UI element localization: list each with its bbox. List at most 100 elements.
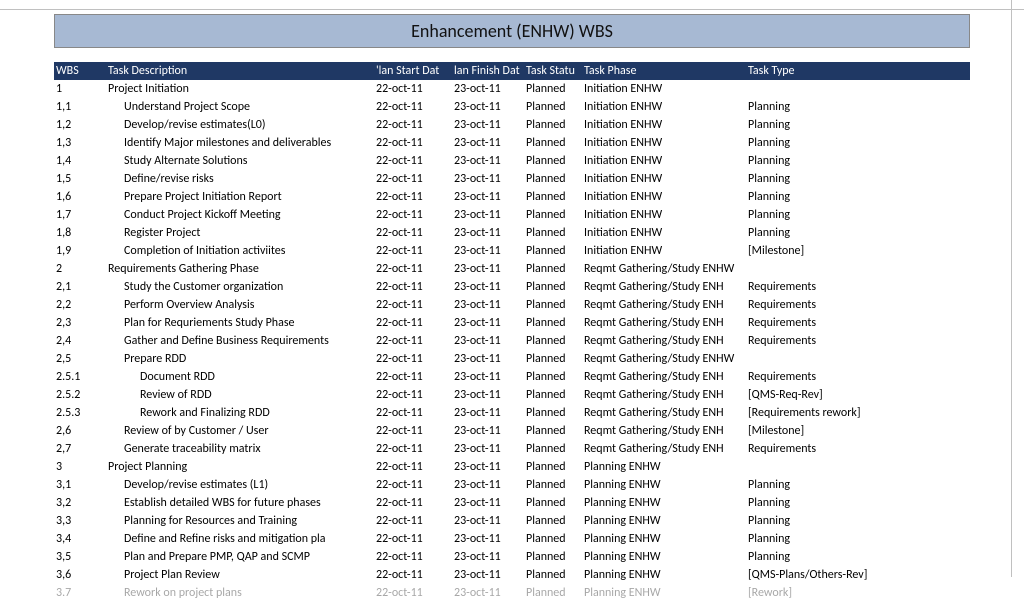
table-row[interactable]: 3,6Project Plan Review22-oct-1123-oct-11… (54, 566, 970, 584)
cell-start[interactable]: 22-oct-11 (374, 116, 452, 134)
cell-wbs[interactable]: 1,8 (54, 224, 106, 242)
table-row[interactable]: 1,9Completion of Initiation activiites22… (54, 242, 970, 260)
cell-wbs[interactable]: 2.5.3 (54, 404, 106, 422)
cell-phase[interactable]: Planning ENHW (582, 476, 746, 494)
cell-status[interactable]: Planned (524, 548, 582, 566)
cell-status[interactable]: Planned (524, 494, 582, 512)
cell-type[interactable]: Planning (746, 188, 906, 206)
cell-type[interactable]: [Milestone] (746, 242, 906, 260)
cell-finish[interactable]: 23-oct-11 (452, 494, 524, 512)
col-header-phase[interactable]: Task Phase (582, 62, 746, 80)
cell-finish[interactable]: 23-oct-11 (452, 206, 524, 224)
cell-type[interactable]: Requirements (746, 440, 906, 458)
cell-type[interactable]: Planning (746, 152, 906, 170)
table-row[interactable]: 2.5.2Review of RDD22-oct-1123-oct-11Plan… (54, 386, 970, 404)
cell-status[interactable]: Planned (524, 386, 582, 404)
cell-type[interactable]: Requirements (746, 314, 906, 332)
cell-start[interactable]: 22-oct-11 (374, 440, 452, 458)
cell-desc[interactable]: Requirements Gathering Phase (106, 260, 374, 278)
table-row[interactable]: 2,6Review of by Customer / User22-oct-11… (54, 422, 970, 440)
cell-status[interactable]: Planned (524, 80, 582, 98)
cell-finish[interactable]: 23-oct-11 (452, 476, 524, 494)
cell-wbs[interactable]: 3,5 (54, 548, 106, 566)
cell-phase[interactable]: Initiation ENHW (582, 80, 746, 98)
cell-desc[interactable]: Prepare RDD (106, 350, 374, 368)
cell-wbs[interactable]: 3,6 (54, 566, 106, 584)
cell-phase[interactable]: Initiation ENHW (582, 242, 746, 260)
cell-type[interactable]: Planning (746, 494, 906, 512)
cell-type[interactable]: Requirements (746, 278, 906, 296)
cell-phase[interactable]: Reqmt Gathering/Study ENH (582, 278, 746, 296)
cell-status[interactable]: Planned (524, 458, 582, 476)
cell-desc[interactable]: Register Project (106, 224, 374, 242)
cell-finish[interactable]: 23-oct-11 (452, 242, 524, 260)
cell-start[interactable]: 22-oct-11 (374, 494, 452, 512)
cell-phase[interactable]: Reqmt Gathering/Study ENH (582, 296, 746, 314)
cell-phase[interactable]: Initiation ENHW (582, 224, 746, 242)
cell-finish[interactable]: 23-oct-11 (452, 116, 524, 134)
cell-start[interactable]: 22-oct-11 (374, 242, 452, 260)
cell-status[interactable]: Planned (524, 260, 582, 278)
cell-wbs[interactable]: 1,9 (54, 242, 106, 260)
cell-type[interactable]: [QMS-Plans/Others-Rev] (746, 566, 906, 584)
cell-phase[interactable]: Initiation ENHW (582, 188, 746, 206)
cell-wbs[interactable]: 2 (54, 260, 106, 278)
cell-phase[interactable]: Reqmt Gathering/Study ENHW (582, 260, 746, 278)
cell-finish[interactable]: 23-oct-11 (452, 80, 524, 98)
cell-start[interactable]: 22-oct-11 (374, 350, 452, 368)
table-row[interactable]: 1,5Define/revise risks22-oct-1123-oct-11… (54, 170, 970, 188)
cell-desc[interactable]: Completion of Initiation activiites (106, 242, 374, 260)
cell-phase[interactable]: Reqmt Gathering/Study ENH (582, 422, 746, 440)
cell-start[interactable]: 22-oct-11 (374, 530, 452, 548)
cell-desc[interactable]: Understand Project Scope (106, 98, 374, 116)
table-row[interactable]: 3,1Develop/revise estimates (L1)22-oct-1… (54, 476, 970, 494)
cell-status[interactable]: Planned (524, 476, 582, 494)
cell-phase[interactable]: Reqmt Gathering/Study ENH (582, 368, 746, 386)
cell-finish[interactable]: 23-oct-11 (452, 350, 524, 368)
cell-desc[interactable]: Perform Overview Analysis (106, 296, 374, 314)
cell-wbs[interactable]: 2,5 (54, 350, 106, 368)
cell-start[interactable]: 22-oct-11 (374, 188, 452, 206)
cell-status[interactable]: Planned (524, 296, 582, 314)
cell-finish[interactable]: 23-oct-11 (452, 548, 524, 566)
cell-status[interactable]: Planned (524, 98, 582, 116)
cell-wbs[interactable]: 3 (54, 458, 106, 476)
cell-type[interactable]: Planning (746, 548, 906, 566)
cell-finish[interactable]: 23-oct-11 (452, 260, 524, 278)
cell-finish[interactable]: 23-oct-11 (452, 566, 524, 584)
cell-type[interactable]: [Milestone] (746, 422, 906, 440)
table-row[interactable]: 3,3Planning for Resources and Training22… (54, 512, 970, 530)
cell-type[interactable]: [QMS-Req-Rev] (746, 386, 906, 404)
cell-start[interactable]: 22-oct-11 (374, 512, 452, 530)
cell-start[interactable]: 22-oct-11 (374, 152, 452, 170)
cell-phase[interactable]: Initiation ENHW (582, 170, 746, 188)
cell-status[interactable]: Planned (524, 188, 582, 206)
cell-status[interactable]: Planned (524, 206, 582, 224)
cell-finish[interactable]: 23-oct-11 (452, 170, 524, 188)
cell-start[interactable]: 22-oct-11 (374, 584, 452, 602)
cell-finish[interactable]: 23-oct-11 (452, 188, 524, 206)
cell-phase[interactable]: Initiation ENHW (582, 206, 746, 224)
col-header-finish[interactable]: lan Finish Dat (452, 62, 524, 80)
cell-phase[interactable]: Reqmt Gathering/Study ENH (582, 332, 746, 350)
cell-wbs[interactable]: 2,1 (54, 278, 106, 296)
cell-finish[interactable]: 23-oct-11 (452, 422, 524, 440)
cell-type[interactable]: Requirements (746, 296, 906, 314)
cell-start[interactable]: 22-oct-11 (374, 278, 452, 296)
table-row[interactable]: 1,1Understand Project Scope22-oct-1123-o… (54, 98, 970, 116)
table-row[interactable]: 3,4Define and Refine risks and mitigatio… (54, 530, 970, 548)
cell-start[interactable]: 22-oct-11 (374, 314, 452, 332)
col-header-wbs[interactable]: WBS (54, 62, 106, 80)
cell-finish[interactable]: 23-oct-11 (452, 458, 524, 476)
cell-finish[interactable]: 23-oct-11 (452, 584, 524, 602)
cell-desc[interactable]: Define and Refine risks and mitigation p… (106, 530, 374, 548)
cell-desc[interactable]: Plan for Requriements Study Phase (106, 314, 374, 332)
cell-type[interactable]: Planning (746, 224, 906, 242)
cell-type[interactable]: Planning (746, 476, 906, 494)
table-row[interactable]: 3.7Rework on project plans22-oct-1123-oc… (54, 584, 970, 602)
cell-status[interactable]: Planned (524, 440, 582, 458)
table-row[interactable]: 1,6Prepare Project Initiation Report22-o… (54, 188, 970, 206)
cell-desc[interactable]: Conduct Project Kickoff Meeting (106, 206, 374, 224)
cell-start[interactable]: 22-oct-11 (374, 224, 452, 242)
cell-type[interactable]: Planning (746, 512, 906, 530)
